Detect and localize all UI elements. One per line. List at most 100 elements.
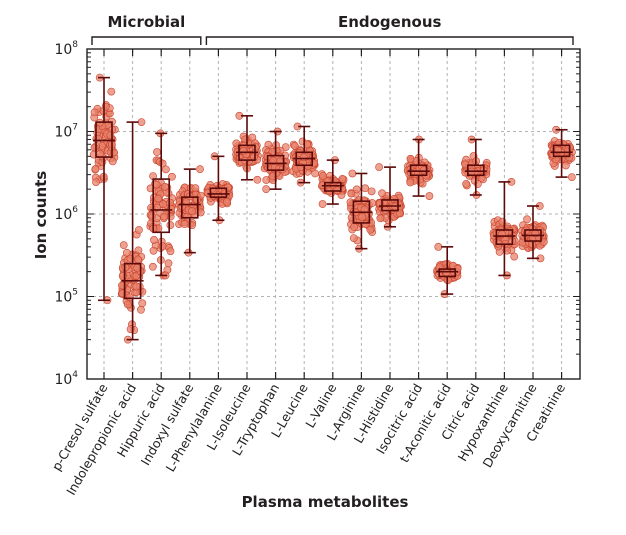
- data-point: [561, 161, 570, 170]
- y-tick-label: 105: [54, 288, 78, 306]
- data-point: [108, 157, 117, 166]
- data-point: [166, 247, 175, 256]
- data-point: [150, 236, 158, 244]
- data-point: [510, 252, 519, 261]
- data-point: [106, 131, 115, 140]
- data-point: [154, 194, 163, 203]
- data-point: [191, 184, 200, 193]
- data-point: [90, 143, 99, 152]
- data-point: [319, 172, 327, 180]
- iqr-box: [552, 144, 571, 158]
- data-point: [352, 185, 361, 194]
- iqr-box: [181, 196, 199, 219]
- y-tick-label: 106: [54, 205, 78, 223]
- iqr-box: [438, 268, 457, 278]
- data-point: [299, 153, 308, 162]
- data-point: [250, 152, 258, 161]
- data-point: [123, 300, 132, 309]
- data-point: [137, 305, 145, 314]
- data-point: [425, 192, 434, 200]
- data-point: [349, 234, 358, 243]
- data-point: [222, 197, 231, 206]
- x-axis-title: Plasma metabolites: [242, 493, 409, 511]
- data-point: [107, 87, 116, 96]
- data-point: [164, 259, 173, 268]
- group-label: Endogenous: [338, 13, 442, 31]
- data-point: [153, 148, 161, 156]
- data-point: [366, 225, 375, 234]
- data-point: [523, 215, 531, 224]
- data-point: [146, 184, 155, 193]
- group-bracket: [91, 36, 202, 45]
- data-point: [281, 143, 290, 152]
- data-point: [168, 172, 176, 181]
- data-point: [132, 282, 141, 291]
- data-point: [148, 262, 157, 271]
- data-point: [147, 211, 156, 220]
- data-point: [367, 187, 376, 196]
- data-point: [159, 200, 168, 209]
- data-point: [118, 281, 126, 290]
- iqr-box: [323, 181, 342, 192]
- data-point: [361, 184, 370, 193]
- iqr-box: [152, 178, 170, 234]
- axis-layer: [86, 48, 581, 380]
- data-point: [138, 299, 147, 308]
- data-point: [253, 175, 262, 184]
- box-layer: [93, 76, 573, 341]
- data-point: [137, 118, 146, 126]
- y-tick-label: 107: [54, 123, 78, 141]
- y-axis-title: Ion counts: [32, 171, 50, 260]
- data-point: [378, 189, 386, 198]
- data-point: [318, 200, 327, 208]
- data-point: [166, 212, 175, 221]
- data-point: [166, 221, 175, 229]
- data-point: [239, 146, 248, 155]
- group-label: Microbial: [107, 13, 185, 31]
- y-tick-label: 108: [54, 40, 78, 58]
- data-point: [188, 207, 196, 215]
- data-point: [567, 173, 576, 182]
- data-point: [121, 263, 130, 272]
- data-point: [358, 213, 366, 221]
- iqr-box: [495, 229, 514, 246]
- data-point: [360, 196, 368, 205]
- iqr-box: [95, 121, 113, 158]
- iqr-box: [409, 164, 428, 177]
- data-point: [119, 241, 128, 250]
- data-point: [122, 248, 131, 257]
- data-point: [91, 165, 100, 173]
- data-point: [92, 178, 100, 186]
- data-point: [434, 242, 443, 251]
- data-point: [133, 263, 142, 272]
- data-point: [376, 214, 385, 223]
- data-point: [348, 169, 357, 178]
- data-point: [180, 220, 189, 229]
- iqr-box: [466, 164, 485, 177]
- data-point: [360, 205, 369, 214]
- data-point: [152, 180, 161, 189]
- iqr-box: [209, 187, 228, 198]
- data-point: [158, 242, 167, 251]
- data-point: [134, 255, 142, 264]
- data-point: [406, 154, 415, 163]
- data-point: [160, 212, 168, 221]
- data-point: [338, 175, 347, 183]
- group-bracket: [205, 36, 574, 45]
- data-point: [350, 223, 359, 231]
- data-point: [161, 165, 170, 174]
- data-point: [90, 108, 99, 117]
- data-point: [462, 180, 471, 188]
- data-point: [262, 176, 271, 184]
- y-tick-label: 104: [54, 370, 78, 388]
- data-point: [262, 185, 271, 194]
- data-point: [375, 163, 384, 172]
- data-point: [149, 246, 158, 255]
- data-point: [406, 178, 415, 187]
- data-point: [134, 226, 143, 234]
- data-point: [347, 189, 356, 198]
- data-point: [160, 182, 169, 191]
- data-point: [442, 268, 451, 277]
- data-point: [196, 165, 204, 174]
